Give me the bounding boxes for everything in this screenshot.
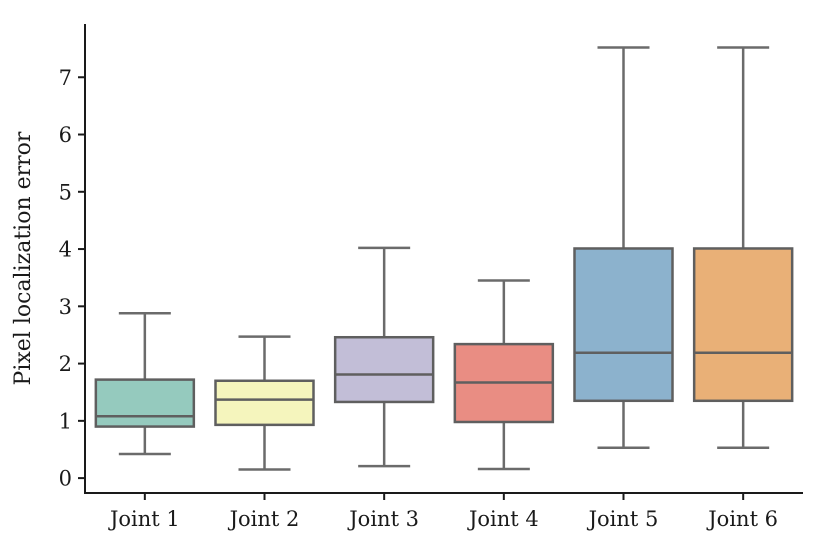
- iqr-box: [692, 247, 794, 403]
- x-tick-label: Joint 3: [347, 507, 419, 531]
- iqr-box: [333, 335, 435, 404]
- y-tick-label: 1: [59, 409, 72, 433]
- y-tick-label: 2: [59, 352, 72, 376]
- iqr-box: [94, 378, 196, 428]
- x-tick-label: Joint 5: [587, 507, 659, 531]
- boxplot-joint-5: [573, 46, 674, 450]
- boxplot-joint-4: [453, 279, 555, 471]
- y-tick-label: 3: [59, 295, 72, 319]
- boxplot-joint-2: [214, 335, 315, 471]
- y-tick-label: 4: [59, 238, 72, 262]
- boxplot-joint-3: [333, 246, 435, 468]
- x-tick-label: Joint 4: [467, 507, 539, 531]
- x-tick-label: Joint 1: [108, 507, 180, 531]
- iqr-box: [573, 247, 674, 403]
- boxplot-joint-6: [692, 46, 794, 450]
- y-tick-label: 0: [59, 467, 72, 491]
- boxplot-joint-1: [94, 311, 196, 456]
- y-tick-label: 7: [59, 66, 72, 90]
- iqr-box: [214, 379, 315, 427]
- y-tick-label: 5: [59, 180, 72, 204]
- x-tick-label: Joint 6: [706, 507, 778, 531]
- y-axis-label: Pixel localization error: [11, 131, 36, 385]
- y-tick-label: 6: [59, 123, 72, 147]
- x-tick-label: Joint 2: [228, 507, 300, 531]
